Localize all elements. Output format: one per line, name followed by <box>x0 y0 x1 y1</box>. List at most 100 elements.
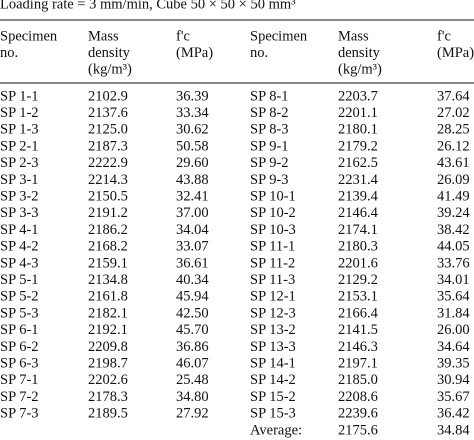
cell: 43.88 <box>176 172 209 188</box>
cell: SP 8-2 <box>250 105 289 121</box>
cell: SP 9-2 <box>250 155 289 171</box>
cell: SP 5-2 <box>0 289 39 305</box>
cell: SP 11-2 <box>250 255 295 271</box>
cell: 2180.1 <box>338 122 378 138</box>
cell: SP 5-3 <box>0 305 39 321</box>
cell: 45.94 <box>176 289 209 305</box>
column-header: no. <box>250 45 268 61</box>
cell: SP 12-1 <box>250 289 296 305</box>
cell: SP 7-2 <box>0 389 39 405</box>
cell: SP 6-2 <box>0 339 39 355</box>
cell: 25.48 <box>176 372 209 388</box>
cell: 2129.2 <box>338 272 378 288</box>
cell: SP 1-3 <box>0 122 39 138</box>
cell: SP 11-1 <box>250 239 295 255</box>
cell: 36.39 <box>176 88 209 104</box>
column-header: (kg/m³) <box>338 61 382 77</box>
cell: 2146.4 <box>338 205 379 221</box>
cell: SP 14-2 <box>250 372 296 388</box>
cell: 2222.9 <box>88 155 128 171</box>
cell: SP 13-2 <box>250 322 296 338</box>
cell: SP 8-1 <box>250 88 289 104</box>
cell: 2141.5 <box>338 322 378 338</box>
cell: 35.64 <box>437 289 470 305</box>
cell: SP 7-1 <box>0 372 39 388</box>
cell: 2162.5 <box>338 155 378 171</box>
column-header: f'c <box>176 28 190 44</box>
cell: 27.92 <box>176 406 209 422</box>
cell: 2134.8 <box>88 272 128 288</box>
cell: 2180.3 <box>338 239 378 255</box>
cell: 26.12 <box>437 138 470 154</box>
cell: 33.76 <box>437 255 470 271</box>
cell: SP 4-1 <box>0 222 39 238</box>
cell: 34.01 <box>437 272 470 288</box>
cell: 2178.3 <box>88 389 128 405</box>
cell: Average: <box>250 422 302 438</box>
cell: SP 11-3 <box>250 272 295 288</box>
cell: 2201.1 <box>338 105 378 121</box>
cell: 2139.4 <box>338 189 379 205</box>
cell: 35.67 <box>437 389 470 405</box>
cell: SP 3-3 <box>0 205 39 221</box>
cell: 2198.7 <box>88 356 128 372</box>
cell: 46.07 <box>176 356 209 372</box>
cell: 2201.6 <box>338 255 378 271</box>
cell: 2239.6 <box>338 406 378 422</box>
cell: SP 3-1 <box>0 172 39 188</box>
column-header: Mass <box>338 28 369 44</box>
cell: 34.64 <box>437 339 470 355</box>
cell: SP 12-3 <box>250 305 296 321</box>
cell: 27.02 <box>437 105 470 121</box>
cell: 34.04 <box>176 222 209 238</box>
cell: SP 5-1 <box>0 272 39 288</box>
cell: 2125.0 <box>88 122 128 138</box>
cell: 43.61 <box>437 155 470 171</box>
cell: 26.00 <box>437 322 470 338</box>
cell: SP 7-3 <box>0 406 39 422</box>
cell: 39.24 <box>437 205 470 221</box>
cell: SP 10-1 <box>250 189 296 205</box>
cell: SP 1-2 <box>0 105 39 121</box>
cell: 2231.4 <box>338 172 379 188</box>
cell: SP 8-3 <box>250 122 289 138</box>
column-header: Specimen <box>0 28 58 44</box>
cell: SP 1-1 <box>0 88 39 104</box>
cell: 26.09 <box>437 172 470 188</box>
cell: SP 6-3 <box>0 356 39 372</box>
cell: 2187.3 <box>88 138 128 154</box>
cell: 2146.3 <box>338 339 378 355</box>
cell: 2192.1 <box>88 322 128 338</box>
column-header: density <box>338 45 381 61</box>
cell: 28.25 <box>437 122 470 138</box>
cell: 2168.2 <box>88 239 128 255</box>
cell: SP 15-2 <box>250 389 296 405</box>
cell: 38.42 <box>437 222 470 238</box>
cell: 31.84 <box>437 305 470 321</box>
cell: SP 6-1 <box>0 322 39 338</box>
cell: 2161.8 <box>88 289 128 305</box>
cell: 37.64 <box>437 88 470 104</box>
cell: 33.34 <box>176 105 209 121</box>
cell: SP 4-3 <box>0 255 39 271</box>
cell: 29.60 <box>176 155 209 171</box>
cell: 2102.9 <box>88 88 128 104</box>
cell: 2197.1 <box>338 356 378 372</box>
cell: SP 3-2 <box>0 189 39 205</box>
cell: 37.00 <box>176 205 209 221</box>
cell: SP 2-1 <box>0 138 39 154</box>
cell: SP 10-2 <box>250 205 296 221</box>
cell: 2153.1 <box>338 289 378 305</box>
cell: 2159.1 <box>88 255 128 271</box>
column-header: Specimen <box>250 28 308 44</box>
cell: 36.42 <box>437 406 470 422</box>
cell: SP 14-1 <box>250 356 296 372</box>
cell: 34.84 <box>437 422 470 438</box>
cell: 30.62 <box>176 122 209 138</box>
column-header: no. <box>0 45 18 61</box>
cell: 2175.6 <box>338 422 378 438</box>
cell: SP 4-2 <box>0 239 39 255</box>
cell: 2185.0 <box>338 372 378 388</box>
cell: 45.70 <box>176 322 209 338</box>
